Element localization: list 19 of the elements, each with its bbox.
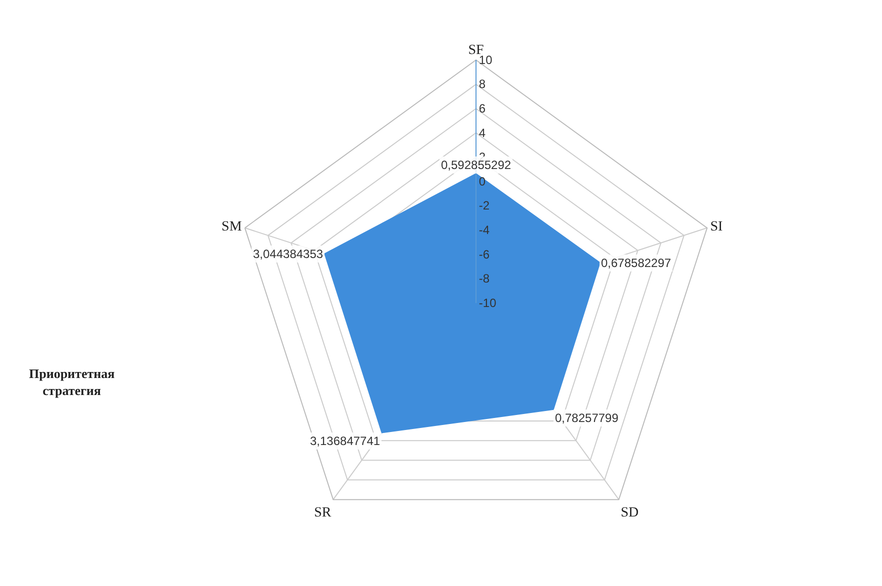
spoke-label: SI xyxy=(710,220,724,235)
y-tick-label: -2 xyxy=(478,198,490,213)
text: Приоритетная стратегия xyxy=(29,366,115,398)
data-label: 3,044384353 xyxy=(253,247,324,261)
spoke-label: SM xyxy=(222,220,242,235)
y-tick-label: -6 xyxy=(478,247,490,262)
y-tick-label: -10 xyxy=(478,296,497,310)
y-tick-label: -8 xyxy=(478,272,490,286)
data-label: 0,78257799 xyxy=(555,411,619,425)
y-tick-label: 4 xyxy=(478,126,486,140)
y-tick-label: 10 xyxy=(478,52,493,67)
spoke-label: SD xyxy=(620,505,639,520)
data-label: 3,136847741 xyxy=(310,434,380,448)
y-tick-label: 8 xyxy=(478,77,486,92)
y-tick-label: 6 xyxy=(478,102,486,116)
y-tick-label: 0 xyxy=(478,174,486,188)
data-label: 0,678582297 xyxy=(601,256,672,270)
y-tick-label: -4 xyxy=(478,223,490,237)
spoke-label: SR xyxy=(314,505,332,520)
